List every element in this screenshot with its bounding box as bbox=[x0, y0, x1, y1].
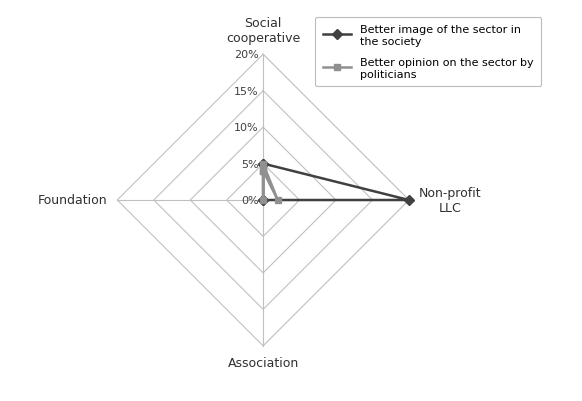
Text: 5%: 5% bbox=[241, 159, 259, 169]
Text: 0%: 0% bbox=[241, 196, 259, 205]
Text: 20%: 20% bbox=[234, 50, 259, 60]
Text: Social
cooperative: Social cooperative bbox=[226, 17, 300, 45]
Legend: Better image of the sector in
the society, Better opinion on the sector by
polit: Better image of the sector in the societ… bbox=[315, 18, 541, 87]
Text: Non-profit
LLC: Non-profit LLC bbox=[419, 186, 482, 215]
Text: 15%: 15% bbox=[234, 87, 259, 96]
Text: 10%: 10% bbox=[234, 123, 259, 133]
Text: Foundation: Foundation bbox=[37, 194, 107, 207]
Text: Association: Association bbox=[228, 356, 299, 369]
